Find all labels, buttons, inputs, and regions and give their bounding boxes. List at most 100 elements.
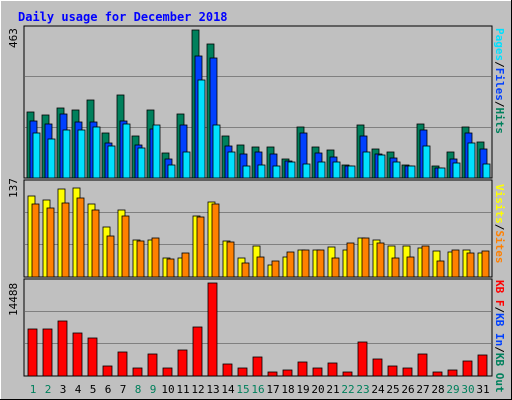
legend-visits: Visits [493, 184, 506, 224]
day-label: 20 [311, 383, 324, 396]
bar-sites-day-31 [481, 250, 490, 278]
day-label: 29 [446, 383, 459, 396]
bar-kb-f-day-10 [162, 367, 173, 377]
bar-sites-day-13 [211, 203, 220, 278]
visits-legend: Visits/Sites [493, 184, 506, 264]
bar-kb-f-day-8 [132, 367, 143, 377]
bar-pages-day-10 [167, 164, 176, 179]
bar-pages-day-7 [122, 123, 131, 179]
day-label: 6 [105, 383, 112, 396]
day-label: 18 [281, 383, 294, 396]
day-label: 15 [236, 383, 249, 396]
day-label: 3 [60, 383, 67, 396]
bar-pages-day-11 [182, 151, 191, 179]
hits-ymax-label: 463 [7, 28, 20, 48]
bar-kb-f-day-27 [417, 353, 428, 377]
bar-pages-day-20 [317, 161, 326, 179]
bar-pages-day-28 [437, 167, 446, 179]
bar-sites-day-18 [286, 251, 295, 278]
legend-kbin: KB In [493, 313, 506, 346]
bar-pages-day-29 [452, 162, 461, 179]
bar-sites-day-10 [166, 258, 175, 278]
bar-sites-day-23 [361, 237, 370, 278]
legend-sites: Sites [493, 230, 506, 263]
day-label: 9 [150, 383, 157, 396]
bar-sites-day-5 [91, 209, 100, 278]
day-label: 17 [266, 383, 279, 396]
day-label: 27 [416, 383, 429, 396]
day-label: 31 [476, 383, 489, 396]
bar-sites-day-8 [136, 240, 145, 278]
bar-sites-day-19 [301, 249, 310, 278]
bar-kb-f-day-22 [342, 371, 353, 377]
bar-pages-day-27 [422, 145, 431, 179]
bar-pages-day-2 [47, 138, 56, 179]
bar-sites-day-24 [376, 242, 385, 278]
bar-kb-f-day-23 [357, 341, 368, 377]
bar-pages-day-26 [407, 165, 416, 179]
bar-kb-f-day-20 [312, 367, 323, 377]
bar-sites-day-17 [271, 260, 280, 278]
bar-kb-f-day-7 [117, 351, 128, 377]
kbytes-legend: KB F/KB In/KB Out [493, 280, 506, 393]
bar-kb-f-day-4 [72, 332, 83, 377]
day-label: 25 [386, 383, 399, 396]
legend-kbf: KB F [493, 280, 506, 307]
day-label: 24 [371, 383, 385, 396]
bar-pages-day-6 [107, 145, 116, 179]
bar-kb-f-day-11 [177, 349, 188, 377]
bar-kb-f-day-12 [192, 326, 203, 377]
day-label: 14 [221, 383, 235, 396]
bar-pages-day-31 [482, 163, 491, 179]
chart-title: Daily usage for December 2018 [18, 10, 228, 24]
day-label: 5 [90, 383, 97, 396]
bar-sites-day-14 [226, 241, 235, 278]
bar-kb-f-day-17 [267, 371, 278, 377]
bar-kb-f-day-29 [447, 369, 458, 377]
legend-kbout: KB Out [493, 353, 506, 393]
day-label: 12 [191, 383, 204, 396]
bar-sites-day-11 [181, 252, 190, 278]
bar-pages-day-24 [377, 154, 386, 179]
bar-pages-day-4 [77, 129, 86, 179]
day-label: 13 [206, 383, 219, 396]
bar-sites-day-20 [316, 249, 325, 278]
bar-sites-day-4 [76, 197, 85, 278]
bar-pages-day-15 [242, 165, 251, 179]
bar-sites-day-27 [421, 245, 430, 278]
kbytes-ymax-label: 14488 [7, 283, 20, 316]
bar-sites-day-2 [46, 207, 55, 278]
bar-kb-f-day-2 [42, 328, 53, 377]
bar-pages-day-16 [257, 164, 266, 179]
bar-kb-f-day-25 [387, 365, 398, 377]
day-label: 11 [176, 383, 189, 396]
visits-ymax-label: 137 [7, 178, 20, 198]
day-labels: 1 2 3 4 5 6 7 8 9 10 11 12 13 14 15 16 17 18 19 20 21 22 23 24 2… [30, 383, 490, 396]
bar-kb-f-day-13 [207, 282, 218, 377]
legend-files: Files [493, 68, 506, 101]
bar-sites-day-26 [406, 256, 415, 278]
legend-hits: Hits [493, 108, 506, 135]
bar-pages-day-25 [392, 161, 401, 179]
bar-pages-day-21 [332, 161, 341, 179]
bar-kb-f-day-28 [432, 371, 443, 377]
bar-sites-day-25 [391, 257, 400, 278]
bar-sites-day-7 [121, 215, 130, 278]
bar-kb-f-day-3 [57, 320, 68, 377]
day-label: 16 [251, 383, 264, 396]
bar-sites-day-3 [61, 202, 70, 278]
bar-pages-day-1 [32, 132, 41, 179]
bar-kb-f-day-24 [372, 358, 383, 377]
bar-pages-day-9 [152, 124, 161, 179]
bar-pages-day-13 [212, 124, 221, 179]
bar-kb-f-day-1 [27, 328, 38, 377]
bar-pages-day-5 [92, 126, 101, 179]
day-label: 30 [461, 383, 474, 396]
bar-kb-f-day-5 [87, 337, 98, 377]
bar-kb-f-day-18 [282, 369, 293, 377]
day-label: 8 [135, 383, 142, 396]
bar-sites-day-28 [436, 260, 445, 278]
bar-sites-day-22 [346, 242, 355, 278]
bar-pages-day-8 [137, 147, 146, 179]
